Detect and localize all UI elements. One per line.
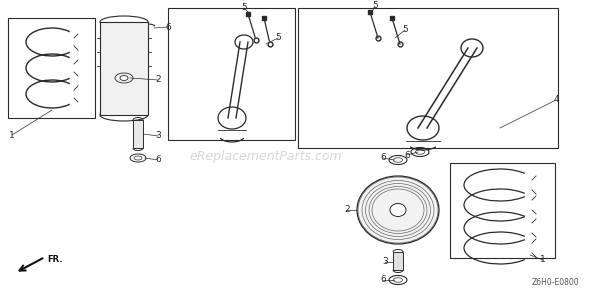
Bar: [168, 8, 295, 140]
Text: 5: 5: [402, 25, 408, 35]
Text: 5: 5: [241, 4, 247, 12]
Text: 6: 6: [155, 155, 161, 165]
Text: 3: 3: [382, 258, 388, 266]
Bar: [133, 120, 143, 148]
Bar: [393, 252, 403, 270]
Bar: [100, 22, 148, 115]
Text: FR.: FR.: [47, 255, 63, 265]
Text: 4: 4: [553, 96, 559, 104]
Text: 2: 2: [344, 206, 350, 214]
Text: 2: 2: [155, 76, 161, 84]
Text: 3: 3: [155, 132, 161, 140]
Text: eReplacementParts.com: eReplacementParts.com: [189, 150, 342, 163]
Bar: [8, 18, 95, 118]
Ellipse shape: [390, 204, 406, 217]
Text: 6: 6: [380, 276, 386, 284]
Text: 5: 5: [275, 34, 281, 42]
Ellipse shape: [120, 76, 128, 81]
Text: 6: 6: [404, 150, 410, 160]
Ellipse shape: [357, 176, 439, 244]
Bar: [450, 163, 555, 258]
Text: 1: 1: [9, 130, 15, 140]
Text: 1: 1: [540, 255, 546, 265]
Text: 5: 5: [372, 1, 378, 11]
Text: 6: 6: [165, 22, 171, 32]
Text: 6: 6: [380, 153, 386, 163]
Text: Z6H0-E0800: Z6H0-E0800: [531, 278, 579, 287]
